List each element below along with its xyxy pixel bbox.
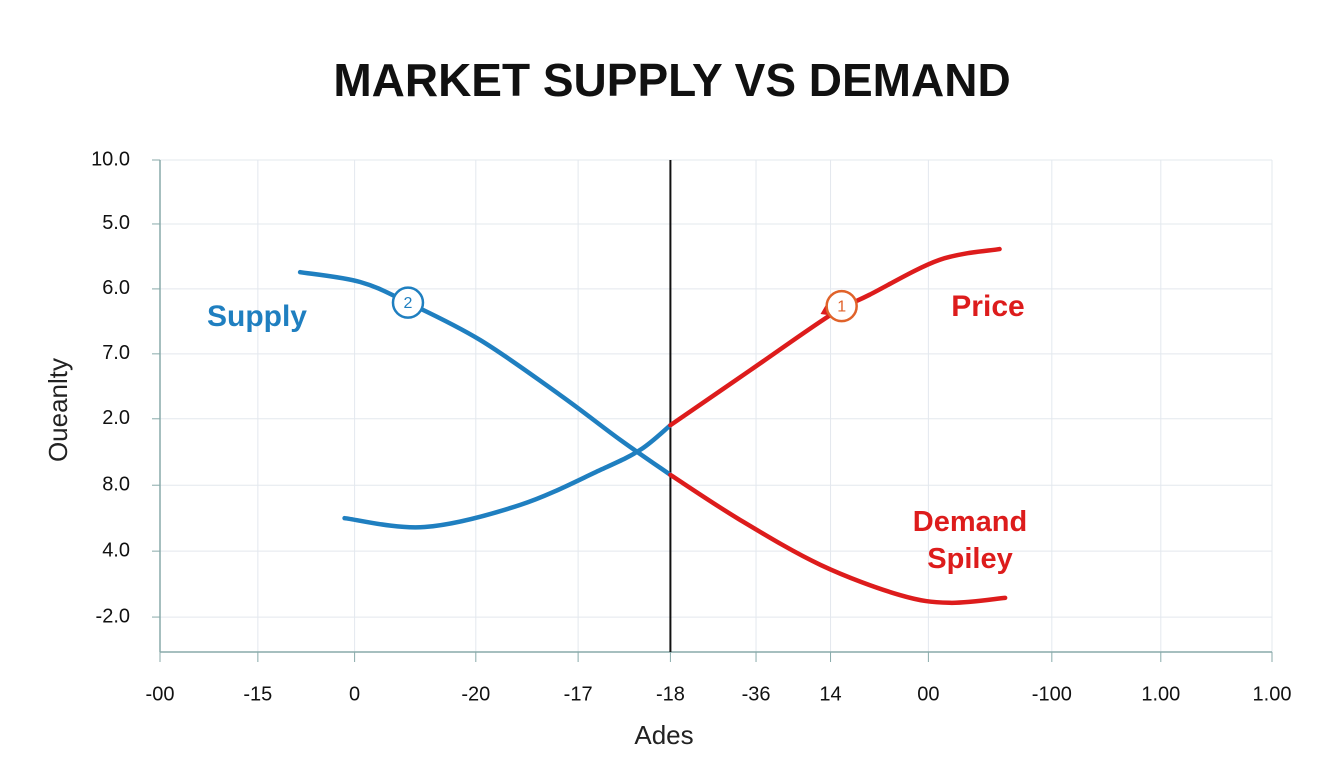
series-label: Price (951, 290, 1024, 323)
series-label: Supply (207, 300, 307, 333)
y-tick-label: 2.0 (102, 407, 130, 429)
y-tick-label: -2.0 (96, 605, 130, 627)
series-line (668, 246, 1002, 428)
x-tick-label: 00 (917, 683, 939, 705)
x-tick-label: -15 (243, 683, 272, 705)
y-tick-label: 8.0 (102, 473, 130, 495)
y-axis-title: Oueanlty (43, 358, 73, 462)
y-tick-label: 7.0 (102, 342, 130, 364)
x-tick-label: -100 (1032, 683, 1072, 705)
y-tick-label: 10.0 (91, 148, 130, 170)
x-tick-label: -20 (461, 683, 490, 705)
x-tick-label: 0 (349, 683, 360, 705)
x-tick-label: -18 (656, 683, 685, 705)
x-axis-title: Ades (634, 720, 693, 750)
series-line (342, 422, 673, 530)
series-label: Demand Spiley (912, 506, 1028, 575)
y-tick-label: 4.0 (102, 539, 130, 561)
x-tick-label: 1.00 (1253, 683, 1292, 705)
chart-title: MARKET SUPPLY VS DEMAND (333, 54, 1010, 106)
x-tick-label: -36 (742, 683, 771, 705)
series-line (297, 269, 673, 478)
x-tick-label: 1.00 (1141, 683, 1180, 705)
x-tick-label: -00 (146, 683, 175, 705)
y-tick-label: 5.0 (102, 212, 130, 234)
y-tick-label: 6.0 (102, 277, 130, 299)
series-line (668, 472, 1008, 606)
x-tick-label: -17 (564, 683, 593, 705)
annotation-marker (825, 289, 858, 323)
x-tick-label: 14 (819, 683, 841, 705)
annotation-label: 2 (404, 295, 413, 312)
annotation-label: 1 (837, 298, 846, 315)
annotation-marker (391, 286, 425, 319)
